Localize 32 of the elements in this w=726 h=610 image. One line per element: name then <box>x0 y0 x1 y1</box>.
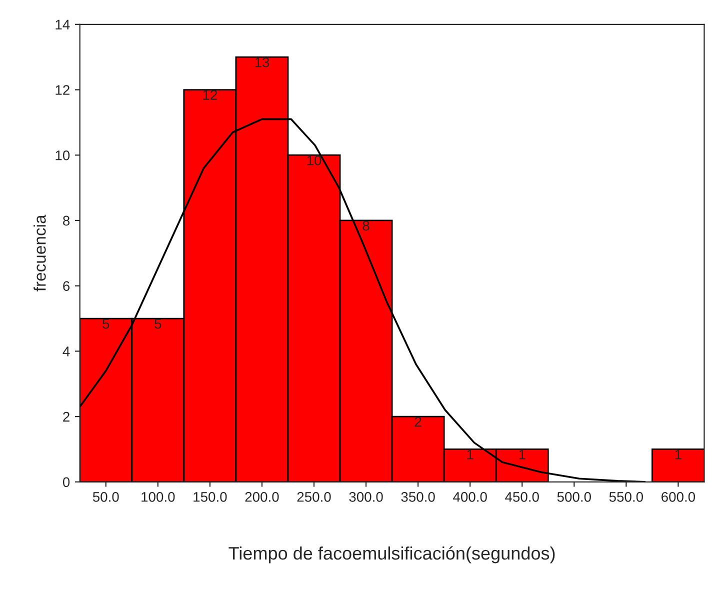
y-axis-title: frecuencia <box>34 214 46 292</box>
x-tick-label: 100.0 <box>142 492 175 502</box>
data-label: 12 <box>203 90 217 100</box>
data-label: 1 <box>467 450 474 460</box>
x-tick-label: 500.0 <box>557 492 591 502</box>
x-tick-label: 600.0 <box>662 492 696 502</box>
x-tick-label: 450.0 <box>505 492 539 502</box>
data-label: 8 <box>362 220 370 231</box>
data-label: 1 <box>519 450 526 460</box>
x-tick-label: 200.0 <box>245 492 279 502</box>
data-label: 1 <box>675 450 682 460</box>
y-tick-label: 2 <box>63 412 70 422</box>
y-tick-label: 0 <box>62 477 70 488</box>
data-label: 13 <box>255 57 270 68</box>
x-tick-label: 150.0 <box>194 492 227 502</box>
x-tick-label: 350.0 <box>401 492 435 502</box>
x-tick-label: 550.0 <box>609 492 644 502</box>
data-label: 5 <box>154 319 162 329</box>
y-tick-label: 6 <box>63 281 70 291</box>
x-tick-label: 300.0 <box>349 492 383 502</box>
y-tick-label: 12 <box>56 85 70 95</box>
y-tick-label: 10 <box>56 150 70 160</box>
x-tick-label: 400.0 <box>453 492 487 502</box>
data-label: 5 <box>102 319 110 329</box>
x-tick-label: 250.0 <box>297 492 331 502</box>
x-axis-title: Tiempo de facoemulsificación(segundos) <box>228 546 555 564</box>
data-label: 2 <box>414 416 422 427</box>
data-label: 10 <box>307 155 322 166</box>
y-tick-label: 14 <box>56 20 70 30</box>
y-tick-label: 8 <box>63 216 70 226</box>
x-tick-label: 50.0 <box>92 492 119 502</box>
y-tick-label: 4 <box>62 346 70 356</box>
